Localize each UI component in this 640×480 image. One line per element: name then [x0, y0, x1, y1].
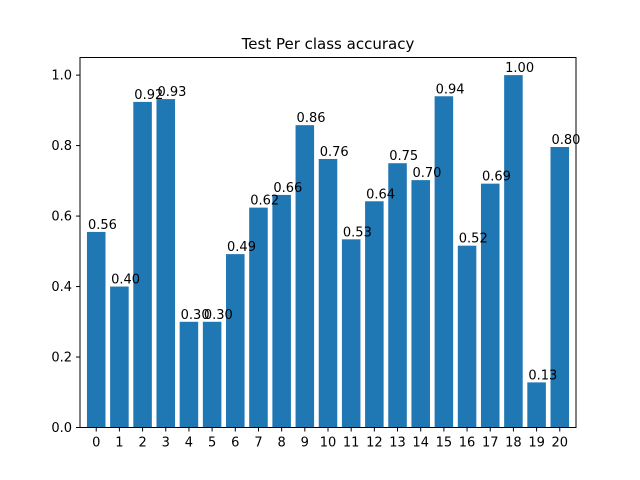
- bar-class-1: [110, 286, 129, 428]
- bar-class-11: [341, 239, 361, 428]
- value-label-class-4: 0.30: [181, 308, 210, 323]
- value-label-class-5: 0.30: [204, 308, 233, 323]
- x-tick-label: 12: [366, 436, 383, 451]
- value-label-class-17: 0.69: [482, 170, 511, 185]
- y-tick-label: 0.4: [51, 280, 72, 295]
- bar-class-19: [527, 382, 546, 428]
- value-label-class-13: 0.75: [389, 149, 418, 164]
- x-tick-label: 8: [278, 436, 286, 451]
- x-tick-label: 4: [185, 436, 193, 451]
- bar-class-17: [480, 183, 500, 428]
- bar-class-2: [133, 101, 152, 428]
- x-tick-label: 0: [92, 436, 100, 451]
- bar-class-15: [434, 96, 454, 428]
- value-label-class-6: 0.49: [227, 240, 256, 255]
- bar-class-0: [86, 231, 106, 428]
- bar-class-10: [318, 158, 338, 428]
- x-tick-label: 17: [482, 436, 499, 451]
- x-tick-label: 1: [115, 436, 123, 451]
- bars-layer: [86, 75, 570, 428]
- plot-frame: [79, 57, 577, 428]
- value-label-class-12: 0.64: [366, 187, 395, 202]
- bar-class-7: [249, 207, 268, 428]
- bar-class-20: [550, 147, 570, 428]
- value-label-class-3: 0.93: [157, 85, 186, 100]
- value-label-class-16: 0.52: [459, 232, 488, 247]
- bar-class-12: [365, 201, 384, 428]
- x-tick-label: 7: [254, 436, 262, 451]
- x-tick-label: 11: [343, 436, 360, 451]
- x-tick-label: 10: [320, 436, 337, 451]
- value-label-class-7: 0.62: [250, 194, 279, 209]
- value-label-class-11: 0.53: [343, 225, 372, 240]
- x-tick-label: 19: [528, 436, 545, 451]
- bar-class-8: [272, 194, 291, 428]
- value-label-class-14: 0.70: [412, 166, 441, 181]
- bar-class-14: [411, 180, 430, 428]
- x-tick-label: 2: [138, 436, 146, 451]
- bar-class-9: [295, 125, 315, 428]
- x-tick-label: 20: [552, 436, 569, 451]
- y-axis: 0.0 0.2 0.4 0.6 0.8 1.0: [51, 69, 80, 436]
- value-label-class-10: 0.76: [320, 145, 349, 160]
- x-tick-label: 15: [436, 436, 453, 451]
- value-label-class-0: 0.56: [88, 218, 117, 233]
- x-axis: 0 1 2 3 4 5 6 7 8 9 10 11 12 13 14 15 16 17 18 19 20: [92, 427, 569, 451]
- x-tick-label: 14: [412, 436, 429, 451]
- x-tick-label: 18: [505, 436, 522, 451]
- value-label-class-18: 1.00: [505, 61, 534, 76]
- chart-title: Test Per class accuracy: [241, 35, 415, 53]
- x-tick-label: 16: [459, 436, 476, 451]
- x-tick-label: 3: [162, 436, 170, 451]
- x-tick-label: 9: [301, 436, 309, 451]
- x-tick-label: 6: [231, 436, 239, 451]
- y-tick-label: 0.6: [51, 210, 72, 225]
- x-tick-label: 5: [208, 436, 216, 451]
- value-labels-layer: 0.56 0.40 0.920.93 0.300.30 0.49 0.620.66 0.86…: [88, 61, 581, 383]
- value-label-class-8: 0.66: [273, 181, 302, 196]
- y-tick-label: 0.0: [51, 421, 72, 436]
- value-label-class-2: 0.92: [134, 88, 163, 103]
- y-tick-label: 0.8: [51, 139, 72, 154]
- y-tick-label: 1.0: [51, 69, 72, 84]
- bar-class-16: [457, 245, 477, 428]
- bar-class-13: [388, 163, 407, 428]
- bar-class-6: [226, 254, 245, 428]
- value-label-class-20: 0.80: [552, 133, 581, 148]
- y-tick-label: 0.2: [51, 351, 72, 366]
- value-label-class-19: 0.13: [528, 368, 557, 383]
- value-label-class-9: 0.86: [297, 111, 326, 126]
- bar-class-18: [504, 75, 523, 428]
- value-label-class-15: 0.94: [436, 82, 465, 97]
- bar-class-3: [156, 99, 176, 428]
- value-label-class-1: 0.40: [111, 273, 140, 288]
- bar-class-5: [202, 321, 222, 428]
- x-tick-label: 13: [389, 436, 406, 451]
- bar-class-4: [179, 321, 199, 428]
